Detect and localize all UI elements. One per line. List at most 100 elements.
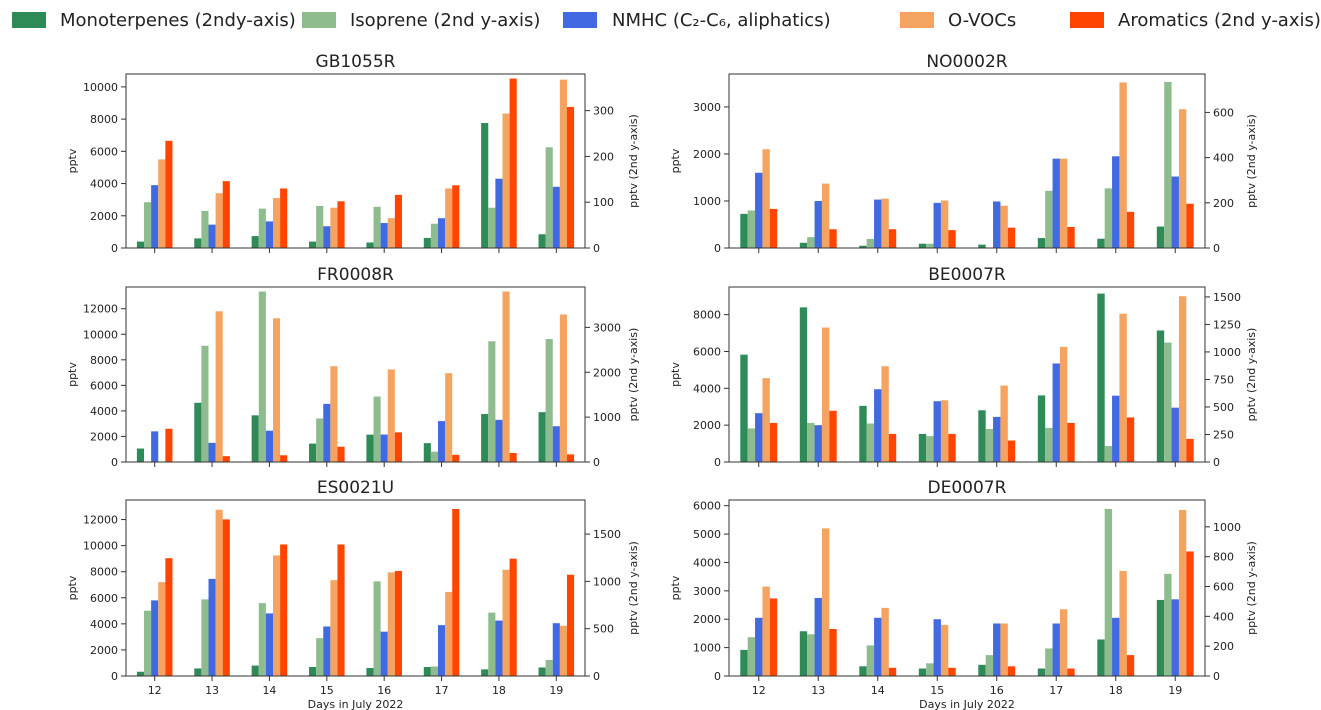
bar bbox=[1186, 438, 1194, 462]
bar bbox=[380, 631, 388, 676]
bar bbox=[502, 113, 510, 248]
y-tick-label: 6000 bbox=[90, 145, 118, 158]
bar bbox=[423, 667, 431, 676]
bar bbox=[740, 649, 748, 676]
bar bbox=[993, 416, 1001, 462]
bar bbox=[258, 208, 266, 248]
bar bbox=[1097, 238, 1105, 248]
legend: Monoterpenes (2ndy-axis) Isoprene (2nd y-… bbox=[12, 10, 1321, 31]
bar bbox=[888, 433, 897, 462]
bar bbox=[874, 617, 882, 676]
bar bbox=[1059, 158, 1068, 248]
bar bbox=[1171, 599, 1179, 676]
bar bbox=[1097, 293, 1105, 462]
bar bbox=[337, 201, 345, 248]
legend-item: Monoterpenes (2ndy-axis) bbox=[12, 10, 296, 31]
bar bbox=[481, 122, 489, 248]
bar bbox=[394, 194, 402, 248]
bar bbox=[316, 638, 324, 676]
plot-frame bbox=[728, 73, 1206, 249]
y2-tick-label: 0 bbox=[1213, 242, 1220, 255]
chart-panel: GB1055R 0 2000 4000 6000 8000 10000 0 100 200 300 p… bbox=[66, 52, 640, 255]
y2-tick-label: 200 bbox=[593, 150, 614, 163]
legend-swatch bbox=[12, 12, 46, 28]
y-tick-label: 4000 bbox=[693, 382, 721, 395]
bar bbox=[762, 378, 770, 462]
bar bbox=[747, 637, 756, 676]
panel-title: BE0007R bbox=[928, 265, 1006, 285]
panel-title: GB1055R bbox=[316, 52, 396, 72]
bar bbox=[495, 178, 503, 248]
y2-tick-label: 1250 bbox=[1213, 318, 1241, 331]
bar bbox=[1164, 81, 1172, 248]
bar bbox=[1119, 313, 1127, 462]
bar bbox=[366, 667, 374, 676]
bar bbox=[559, 625, 567, 676]
bar bbox=[394, 432, 402, 462]
chart-panel: NO0002R 0 1000 2000 3000 0 200 400 600 pptv pptv (… bbox=[669, 52, 1258, 255]
x-tick-label: 15 bbox=[320, 684, 334, 697]
bar bbox=[151, 185, 159, 248]
bar bbox=[1164, 573, 1172, 676]
bar bbox=[814, 200, 822, 248]
bar bbox=[158, 159, 166, 248]
y2-tick-label: 2000 bbox=[593, 366, 621, 379]
bar bbox=[1178, 509, 1187, 676]
bar bbox=[509, 78, 517, 248]
bar bbox=[452, 185, 460, 248]
bar bbox=[165, 558, 173, 676]
bar bbox=[747, 210, 756, 248]
y-tick-label: 6000 bbox=[90, 592, 118, 605]
bar bbox=[445, 188, 453, 248]
bar bbox=[495, 419, 503, 462]
bar bbox=[309, 667, 317, 676]
bar bbox=[394, 570, 402, 676]
bar bbox=[258, 603, 266, 676]
y-tick-label: 0 bbox=[714, 670, 721, 683]
plot-frame bbox=[125, 286, 586, 463]
bar bbox=[452, 508, 460, 676]
chart-panels: GB1055R02000400060008000100000100200300p… bbox=[66, 52, 1258, 710]
bar bbox=[215, 311, 223, 462]
bar bbox=[948, 230, 956, 248]
bar bbox=[1067, 668, 1075, 676]
bar bbox=[366, 434, 374, 462]
bar bbox=[502, 291, 510, 462]
panel-title: FR0008R bbox=[317, 265, 394, 285]
bar bbox=[799, 631, 808, 676]
bar bbox=[1156, 330, 1165, 462]
y-tick-label: 10000 bbox=[83, 540, 118, 553]
bar bbox=[985, 655, 994, 676]
y-tick-label: 0 bbox=[714, 456, 721, 469]
y-axis-label: pptv bbox=[66, 575, 79, 600]
bar bbox=[747, 428, 756, 462]
legend-label: Isoprene (2nd y-axis) bbox=[350, 10, 540, 31]
y-tick-label: 0 bbox=[111, 456, 118, 469]
x-tick-label: 17 bbox=[1049, 684, 1063, 697]
bar bbox=[918, 433, 927, 462]
y-tick-label: 6000 bbox=[90, 379, 118, 392]
bar bbox=[165, 428, 173, 462]
bar bbox=[502, 569, 510, 676]
y2-tick-label: 100 bbox=[593, 196, 614, 209]
y2-axis-label: pptv (2nd y-axis) bbox=[627, 328, 640, 422]
legend-label: Monoterpenes (2ndy-axis) bbox=[60, 10, 296, 31]
bar bbox=[918, 243, 927, 248]
legend-label: O-VOCs bbox=[948, 10, 1016, 31]
bar bbox=[1067, 226, 1075, 248]
y2-tick-label: 250 bbox=[1213, 428, 1234, 441]
y-tick-label: 1000 bbox=[693, 642, 721, 655]
y-axis-label: pptv bbox=[66, 362, 79, 387]
y2-tick-label: 750 bbox=[1213, 373, 1234, 386]
y-tick-label: 10000 bbox=[83, 81, 118, 94]
y2-tick-label: 1000 bbox=[593, 575, 621, 588]
y2-tick-label: 0 bbox=[593, 670, 600, 683]
bar bbox=[978, 244, 986, 248]
x-tick-label: 14 bbox=[262, 684, 276, 697]
bar bbox=[881, 198, 889, 248]
bar bbox=[208, 442, 216, 462]
bar bbox=[222, 519, 230, 676]
y-tick-label: 1000 bbox=[693, 195, 721, 208]
y-tick-label: 12000 bbox=[83, 303, 118, 316]
bar bbox=[316, 418, 324, 462]
